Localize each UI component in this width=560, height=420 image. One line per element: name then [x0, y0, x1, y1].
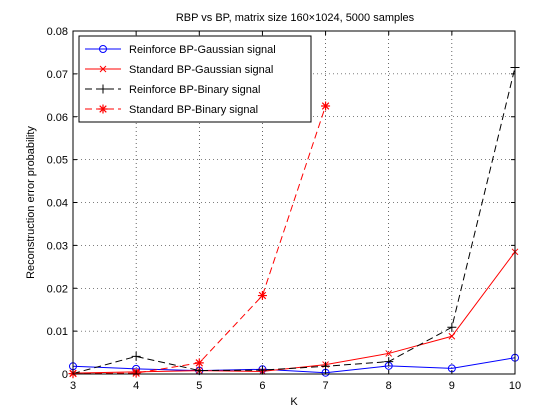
legend-label: Reinforce BP-Gaussian signal: [129, 44, 276, 56]
legend-label: Standard BP-Gaussian signal: [129, 64, 273, 76]
legend-item: Standard BP-Gaussian signal: [85, 64, 273, 76]
axis-ticks: 3 4 5 6 7 8 9 10 0 0.01 0.02 0.03 0.04 0.05 0.06 0.07 0.…: [47, 26, 522, 392]
data-point: [131, 351, 141, 361]
x-tick-label: 5: [196, 380, 202, 392]
star-marker: [98, 104, 108, 114]
y-tick-label: 0: [62, 369, 68, 381]
y-tick-label: 0.03: [47, 240, 68, 252]
plus-marker: [98, 84, 108, 94]
legend-item: Standard BP-Binary signal: [85, 104, 258, 116]
chart-title: RBP vs BP, matrix size 160×1024, 5000 sa…: [176, 12, 415, 24]
data-point: [98, 84, 108, 94]
legend-item: Reinforce BP-Binary signal: [85, 84, 260, 96]
star-marker: [194, 358, 204, 368]
y-tick-label: 0.08: [47, 26, 68, 38]
data-point: [99, 65, 107, 73]
x-tick-label: 4: [133, 380, 139, 392]
x-marker: [448, 332, 456, 340]
y-tick-label: 0.07: [47, 69, 68, 81]
x-tick-label: 9: [449, 380, 455, 392]
data-point: [257, 291, 267, 301]
x-axis-label: K: [290, 396, 298, 408]
legend-label: Standard BP-Binary signal: [129, 104, 258, 116]
data-point: [321, 101, 331, 111]
data-point: [385, 350, 393, 357]
data-point: [384, 357, 394, 367]
series-line: [72, 67, 516, 375]
legend-label: Reinforce BP-Binary signal: [129, 84, 260, 96]
legend-box: [78, 35, 312, 123]
y-tick-label: 0.04: [47, 198, 68, 210]
series-line: [72, 357, 516, 374]
y-tick-label: 0.05: [47, 155, 68, 167]
legend: Reinforce BP-Gaussian signal Standard BP-…: [78, 35, 312, 123]
x-marker: [385, 350, 393, 357]
legend-item: Reinforce BP-Gaussian signal: [85, 44, 276, 56]
data-point: [447, 322, 457, 332]
x-tick-label: 8: [386, 380, 392, 392]
x-marker: [99, 65, 107, 73]
data-point: [194, 358, 204, 368]
plus-marker: [131, 351, 141, 361]
plus-marker: [321, 361, 331, 371]
x-tick-label: 3: [70, 380, 76, 392]
circle-marker: [99, 45, 107, 53]
x-tick-label: 10: [509, 380, 521, 392]
plus-marker: [447, 322, 457, 332]
data-point: [99, 45, 107, 53]
data-point: [321, 361, 331, 371]
y-tick-label: 0.01: [47, 326, 68, 338]
star-marker: [257, 291, 267, 301]
y-axis-label: Reconstruction error probability: [25, 126, 37, 279]
x-tick-label: 6: [259, 380, 265, 392]
data-point: [98, 104, 108, 114]
y-tick-label: 0.06: [47, 112, 68, 124]
x-tick-label: 7: [323, 380, 329, 392]
star-marker: [321, 101, 331, 111]
data-point: [448, 332, 456, 340]
plus-marker: [384, 357, 394, 367]
y-tick-label: 0.02: [47, 283, 68, 295]
